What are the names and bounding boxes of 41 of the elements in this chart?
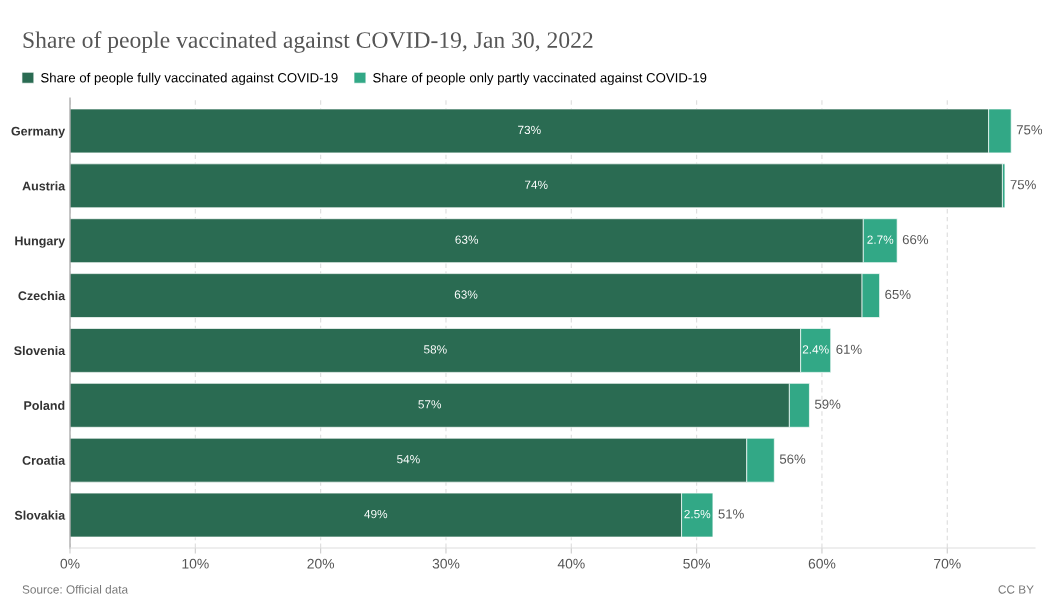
- chart-title: Share of people vaccinated against COVID-19, Jan 30, 2022: [23, 31, 593, 53]
- legend-label: Share of people fully vaccinated against COVID-19: [41, 72, 338, 86]
- source-note: Source: Official data: [22, 584, 129, 594]
- y-tick-label: Czechia: [18, 291, 66, 301]
- data-label: 74%: [525, 180, 548, 189]
- y-tick-label: Hungary: [15, 236, 66, 248]
- legend-label: Share of people only partly vaccinated against COVID-19: [373, 72, 707, 86]
- total-label: 66%: [902, 234, 929, 245]
- total-label: 56%: [779, 454, 806, 464]
- total-label: 59%: [814, 399, 841, 409]
- x-tick-label: 10%: [182, 558, 209, 569]
- total-label: 65%: [885, 289, 911, 300]
- data-label: 58%: [423, 345, 447, 354]
- y-tick-label: Slovakia: [14, 510, 66, 520]
- data-label: 73%: [518, 125, 541, 135]
- y-tick-label: Slovenia: [14, 345, 66, 356]
- y-tick-label: Poland: [24, 400, 65, 410]
- x-tick-label: 40%: [557, 558, 585, 569]
- data-label: 49%: [364, 509, 388, 519]
- data-label: 2.5%: [684, 509, 711, 519]
- total-label: 75%: [1016, 125, 1042, 135]
- data-label: 54%: [397, 455, 420, 464]
- x-tick-label: 20%: [307, 558, 335, 569]
- bar: [70, 163, 1003, 209]
- text: CC BY: [998, 585, 1034, 594]
- total-label: 61%: [836, 344, 862, 354]
- data-label: 63%: [454, 290, 478, 299]
- y-tick-label: Austria: [22, 181, 66, 191]
- data-label: 2.4%: [802, 345, 829, 354]
- data-label: 2.7%: [867, 235, 894, 244]
- x-tick-label: 30%: [432, 558, 460, 569]
- y-tick-label: Croatia: [22, 455, 66, 465]
- x-tick-label: 60%: [808, 558, 836, 569]
- x-tick-label: 50%: [683, 558, 711, 569]
- total-label: 75%: [1010, 180, 1036, 190]
- x-tick-label: 70%: [934, 558, 961, 569]
- data-label: 63%: [455, 235, 479, 244]
- x-tick-label: 0%: [60, 558, 80, 569]
- y-tick-label: Germany: [11, 126, 66, 139]
- total-label: 51%: [718, 509, 744, 519]
- data-label: 57%: [418, 400, 442, 409]
